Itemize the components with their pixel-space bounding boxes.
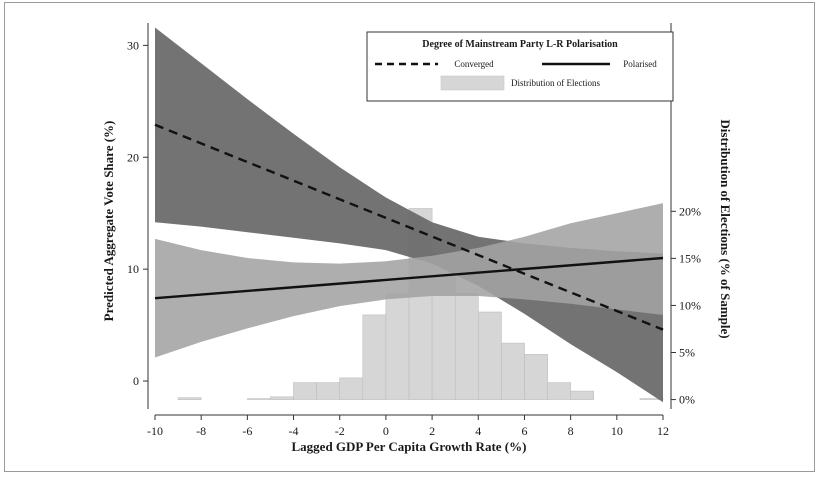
y-ticks: 0 10 20 30	[127, 38, 148, 388]
converged-confidence-band	[155, 27, 663, 403]
x-tick-label: -4	[289, 424, 299, 438]
legend-histogram-swatch	[440, 75, 505, 91]
histogram-bar	[454, 292, 479, 400]
legend: Degree of Mainstream Party L-R Polarisat…	[366, 31, 674, 102]
confidence-bands	[155, 27, 663, 403]
x-tick-label: 4	[475, 424, 481, 438]
histogram-bar	[270, 396, 294, 400]
x-tick-label: 10	[611, 424, 623, 438]
x-tick-label: -2	[335, 424, 345, 438]
polarised-line	[154, 256, 664, 300]
histogram-bar	[293, 382, 317, 400]
histogram-bar	[501, 342, 525, 400]
figure-frame: -10 -8 -6 -4 -2 0 2 4 6 8 10 12 0 10 20 30 0% 5% 10% 15% 2…	[4, 2, 815, 472]
x-tick-label: 12	[657, 424, 669, 438]
histogram-bar	[477, 311, 502, 400]
x-tick-label: 0	[383, 424, 389, 438]
y-tick-label: 20	[127, 150, 139, 164]
y-right-axis-title: Distribution of Elections (% of Sample)	[718, 119, 733, 338]
x-tick-label: 6	[521, 424, 527, 438]
y-tick-label: 0	[133, 374, 139, 388]
histogram-bar	[316, 382, 341, 400]
legend-box	[366, 31, 674, 102]
y-right-tick-label: 5%	[679, 346, 695, 360]
y-right-ticks: 0% 5% 10% 15% 20%	[671, 204, 701, 407]
histogram-bar	[247, 398, 271, 400]
histogram-bars	[177, 208, 664, 400]
legend-title: Degree of Mainstream Party L-R Polarisat…	[422, 39, 618, 50]
y-right-tick-label: 10%	[679, 298, 701, 312]
histogram-bar	[524, 354, 548, 400]
y-tick-label: 10	[127, 262, 139, 276]
polarised-confidence-band	[155, 203, 663, 358]
x-tick-label: -8	[196, 424, 206, 438]
x-axis-title: Lagged GDP Per Capita Growth Rate (%)	[292, 439, 527, 454]
legend-polarised-label: Polarised	[623, 59, 657, 69]
x-tick-label: 2	[429, 424, 435, 438]
y-right-tick-label: 0%	[679, 393, 695, 407]
histogram-bar	[570, 390, 594, 400]
x-tick-label: 8	[568, 424, 574, 438]
chart: -10 -8 -6 -4 -2 0 2 4 6 8 10 12 0 10 20 30 0% 5% 10% 15% 2…	[101, 23, 733, 454]
legend-histogram-label: Distribution of Elections	[511, 78, 600, 88]
y-tick-label: 30	[127, 38, 139, 52]
x-ticks: -10 -8 -6 -4 -2 0 2 4 6 8 10 12	[147, 415, 669, 438]
histogram-bar	[177, 397, 202, 400]
x-tick-label: -6	[242, 424, 252, 438]
y-right-tick-label: 15%	[679, 251, 701, 265]
legend-converged-label: Converged	[454, 59, 494, 69]
y-right-tick-label: 20%	[679, 204, 701, 218]
prediction-lines	[154, 123, 664, 331]
x-tick-label: -10	[147, 424, 163, 438]
histogram-bar	[547, 382, 571, 400]
converged-line	[154, 123, 664, 331]
histogram-bar	[385, 293, 410, 400]
y-axis-title: Predicted Aggregate Vote Share (%)	[101, 121, 116, 322]
histogram-bar	[362, 314, 387, 400]
histogram-bar	[339, 377, 364, 400]
